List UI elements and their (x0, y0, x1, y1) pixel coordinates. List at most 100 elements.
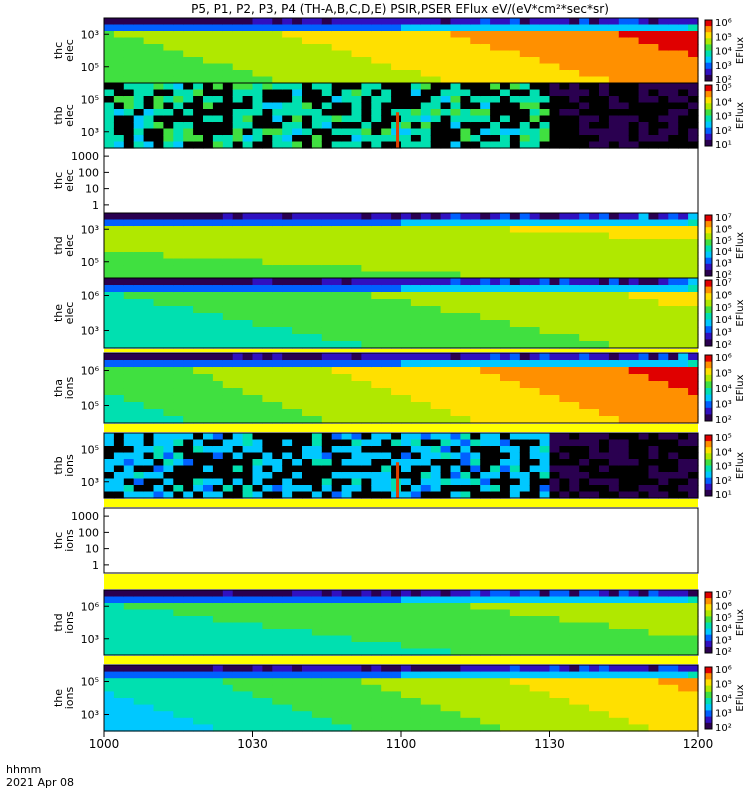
heatmap-cell (371, 665, 382, 673)
heatmap-cell (351, 128, 362, 136)
heatmap-cell (133, 671, 145, 679)
heatmap-cell (500, 665, 511, 673)
heatmap-cell (440, 76, 452, 84)
heatmap-cell (678, 226, 689, 234)
y-axis-label: ions (63, 376, 76, 399)
heatmap-cell (420, 603, 432, 611)
heatmap-cell (638, 439, 650, 447)
heatmap-cell (203, 141, 214, 149)
heatmap-cell (321, 717, 333, 725)
heatmap-cell (648, 691, 659, 699)
heatmap-cell (628, 313, 640, 321)
heatmap-cell (529, 299, 541, 307)
heatmap-cell (539, 285, 551, 293)
heatmap-cell (222, 717, 234, 725)
heatmap-cell (391, 678, 402, 686)
heatmap-cell (381, 292, 392, 300)
heatmap-cell (509, 135, 521, 143)
heatmap-cell (648, 70, 659, 78)
heatmap-cell (628, 96, 640, 104)
heatmap-cell (173, 704, 184, 712)
heatmap-cell (361, 416, 372, 424)
heatmap-cell (331, 299, 343, 307)
heatmap-cell (470, 278, 481, 286)
heatmap-cell (292, 245, 303, 253)
heatmap-cell (440, 603, 452, 611)
heatmap-cell (618, 698, 630, 706)
colorbar-segment (705, 139, 712, 147)
heatmap-cell (490, 24, 501, 32)
heatmap-cell (559, 684, 570, 692)
heatmap-cell (262, 89, 273, 97)
heatmap-cell (381, 135, 392, 143)
heatmap-cell (678, 684, 689, 692)
heatmap-cell (302, 691, 313, 699)
heatmap-cell (173, 265, 184, 273)
heatmap-cell (480, 96, 491, 104)
heatmap-cell (410, 334, 422, 342)
heatmap-cell (430, 44, 442, 52)
heatmap-cell (341, 271, 353, 279)
heatmap-cell (104, 102, 115, 110)
heatmap-cell (282, 452, 293, 460)
heatmap-cell (232, 374, 244, 382)
heatmap-cell (282, 409, 293, 417)
heatmap-cell (569, 245, 580, 253)
heatmap-cell (668, 278, 679, 286)
heatmap-cell (569, 671, 580, 679)
colorbar-tick-label: 10³ (715, 328, 732, 339)
heatmap-cell (193, 31, 204, 39)
heatmap-cell (658, 367, 669, 375)
heatmap-cell (688, 271, 699, 279)
colorbar-tick-label: 10² (715, 647, 732, 658)
heatmap-cell (252, 678, 263, 686)
colorbar-tick-label: 10² (715, 126, 732, 137)
heatmap-cell (282, 76, 293, 84)
heatmap-cell (242, 70, 254, 78)
spike-mark (396, 462, 400, 498)
heatmap-cell (539, 691, 551, 699)
heatmap-cell (460, 678, 471, 686)
heatmap-cell (212, 678, 224, 686)
heatmap-cell (311, 57, 323, 65)
heatmap-cell (450, 433, 461, 441)
heatmap-cell (500, 320, 511, 328)
heatmap-cell (500, 57, 511, 65)
heatmap-cell (292, 459, 303, 467)
heatmap-cell (321, 306, 333, 314)
heatmap-cell (193, 409, 204, 417)
heatmap-cell (509, 24, 521, 32)
heatmap-cell (688, 306, 699, 314)
heatmap-cell (212, 285, 224, 293)
heatmap-cell (331, 50, 343, 58)
heatmap-cell (618, 285, 630, 293)
heatmap-cell (539, 18, 551, 26)
heatmap-cell (173, 70, 184, 78)
heatmap-cell (500, 360, 511, 368)
heatmap-cell (391, 70, 402, 78)
heatmap-cell (569, 83, 580, 91)
heatmap-cell (351, 717, 362, 725)
heatmap-cell (341, 63, 353, 71)
heatmap-cell (193, 63, 204, 71)
heatmap-cell (589, 603, 600, 611)
colorbar-tick-label: 10³ (715, 112, 732, 123)
heatmap-cell (450, 24, 461, 32)
heatmap-cell (658, 96, 669, 104)
heatmap-cell (331, 665, 343, 673)
heatmap-cell (173, 374, 184, 382)
heatmap-cell (509, 485, 521, 493)
colorbar-tick-label: 10² (715, 270, 732, 281)
heatmap-cell (123, 258, 135, 266)
heatmap-cell (183, 334, 194, 342)
heatmap-cell (648, 416, 659, 424)
heatmap-cell (618, 334, 630, 342)
heatmap-cell (292, 596, 303, 604)
heatmap-cell (599, 83, 610, 91)
heatmap-cell (262, 239, 273, 247)
heatmap-cell (143, 485, 155, 493)
heatmap-cell (618, 239, 630, 247)
heatmap-cell (480, 213, 491, 221)
heatmap-cell (242, 367, 254, 375)
